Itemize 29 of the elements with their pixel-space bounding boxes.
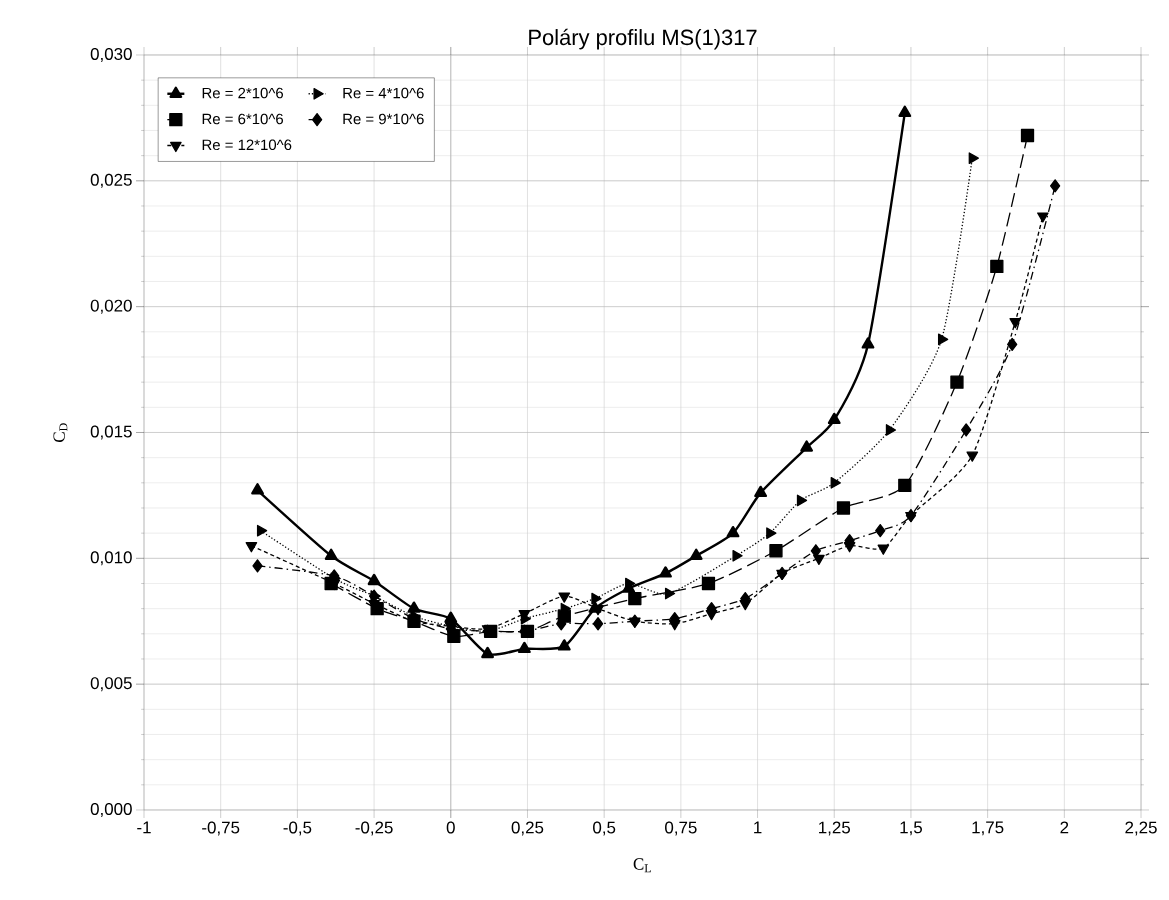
y-tick-label: 0,025 (90, 173, 132, 188)
legend-label: Re = 2*10^6 (202, 87, 284, 99)
x-tick-label: -0,25 (355, 821, 393, 836)
y-tick-label: 0,010 (90, 551, 132, 566)
y-tick-label: 0,005 (90, 677, 132, 692)
y-tick-label: 0,000 (90, 802, 132, 817)
x-tick-label: -0,75 (202, 821, 240, 836)
x-axis-title: C$_{L}$ (633, 858, 651, 873)
x-tick-label: 2,25 (1125, 821, 1157, 836)
legend-label: Re = 6*10^6 (202, 113, 284, 125)
y-tick-label: 0,030 (90, 47, 132, 62)
y-axis-title: C$_{D}$ (53, 423, 68, 442)
x-tick-label: 0,25 (511, 821, 544, 836)
x-tick-label: 1 (754, 821, 762, 834)
x-tick-label: 2 (1060, 821, 1069, 834)
legend-label: Re = 4*10^6 (343, 87, 424, 99)
y-tick-label: 0,020 (90, 299, 132, 314)
y-tick-label: 0,015 (90, 425, 132, 440)
chart-title: Poláry profilu MS(1)317 (529, 28, 757, 50)
x-tick-label: 0,5 (593, 821, 616, 836)
x-tick-label: 0 (446, 821, 455, 834)
legend-label: Re = 9*10^6 (343, 113, 424, 125)
legend-label: Re = 12*10^6 (202, 139, 292, 151)
x-tick-label: 1,75 (972, 821, 1004, 836)
x-tick-label: -1 (137, 821, 151, 834)
x-tick-label: -0,5 (283, 821, 312, 836)
x-tick-label: 1,25 (819, 821, 851, 836)
x-tick-label: 1,5 (900, 821, 922, 836)
x-tick-label: 0,75 (665, 821, 697, 836)
